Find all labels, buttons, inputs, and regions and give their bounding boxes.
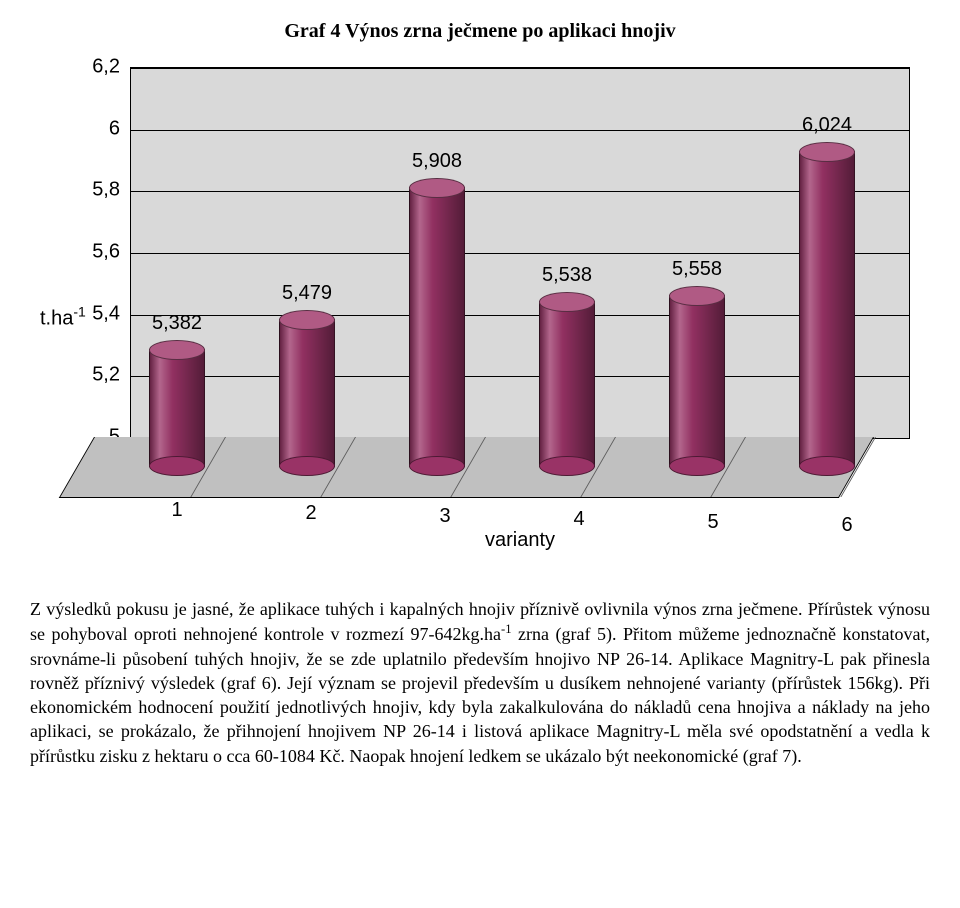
bar: 5,479: [279, 319, 335, 467]
bar: 5,538: [539, 301, 595, 467]
x-axis-label: varianty: [485, 529, 555, 552]
bars-layer: 5,382 5,479 5,908 5,538 5,558 6,024: [112, 97, 892, 467]
body-paragraph: Z výsledků pokusu je jasné, že aplikace …: [30, 597, 930, 768]
x-tick: 3: [439, 505, 450, 528]
y-axis-label: t.ha-1: [40, 304, 86, 331]
bar: 5,908: [409, 187, 465, 467]
x-tick: 1: [171, 499, 182, 522]
bar-value-label: 5,479: [282, 282, 332, 305]
bar-value-label: 5,538: [542, 264, 592, 287]
plot-area: 5,3825,4795,9085,5385,5586,024 123456 va…: [130, 67, 910, 497]
bar: 5,382: [149, 349, 205, 467]
bar-value-label: 5,908: [412, 150, 462, 173]
bar: 6,024: [799, 151, 855, 467]
y-tick: 6,2: [92, 56, 120, 79]
x-tick: 5: [707, 511, 718, 534]
bar-value-label: 5,382: [152, 312, 202, 335]
chart-title: Graf 4 Výnos zrna ječmene po aplikaci hn…: [30, 20, 930, 43]
bar-value-label: 5,558: [672, 258, 722, 281]
bar-value-label: 6,024: [802, 114, 852, 137]
chart-container: t.ha-1 55,25,45,65,866,2 5,3825,4795,908…: [70, 67, 930, 567]
x-tick: 2: [305, 502, 316, 525]
bar: 5,558: [669, 295, 725, 467]
x-tick: 4: [573, 508, 584, 531]
gridline: [131, 68, 909, 69]
x-tick: 6: [841, 514, 852, 537]
x-axis-ticks: 123456: [130, 499, 910, 529]
